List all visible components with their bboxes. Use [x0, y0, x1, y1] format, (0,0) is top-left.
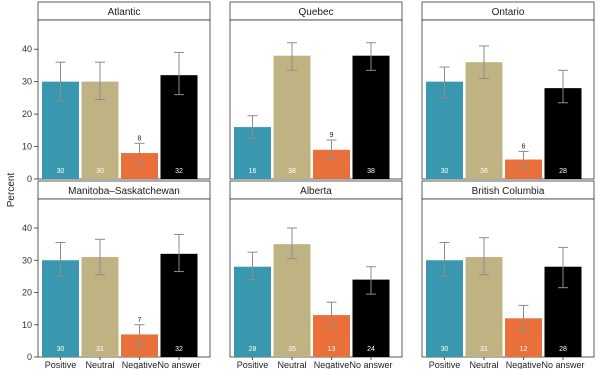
data-label: 13 — [328, 346, 336, 353]
bar-negative — [505, 159, 542, 179]
y-tick-label: 20 — [22, 109, 32, 119]
bar-no-answer — [352, 55, 390, 179]
data-label: 9 — [330, 132, 334, 139]
panel-title: Manitoba–Saskatchewan — [68, 186, 180, 197]
panel-title: Ontario — [492, 7, 525, 18]
data-label: 31 — [480, 346, 488, 353]
data-label: 31 — [96, 346, 104, 353]
data-label: 30 — [57, 168, 65, 175]
data-label: 28 — [559, 346, 567, 353]
panel-1: Quebec 16 38 9 38 — [229, 1, 403, 180]
panel-title: Atlantic — [108, 7, 141, 18]
x-tick-label: Neutral — [469, 360, 498, 369]
data-label: 7 — [138, 317, 142, 324]
x-tick-label: Negative — [314, 360, 350, 369]
data-label: 30 — [441, 168, 449, 175]
panel-3: Manitoba–Saskatchewan 30 Positive 31 Neutral… — [22, 180, 211, 369]
data-label: 30 — [96, 168, 104, 175]
panel-0: Atlantic 30 30 8 32 0 10 20 30 40 — [22, 1, 211, 184]
data-label: 16 — [249, 168, 257, 175]
data-label: 38 — [288, 168, 296, 175]
panel-title: Quebec — [298, 7, 333, 18]
data-label: 8 — [138, 135, 142, 142]
y-axis-label: Percent — [6, 173, 17, 208]
y-tick-label: 40 — [22, 44, 32, 54]
y-tick-label: 10 — [22, 320, 32, 330]
y-tick-label: 10 — [22, 142, 32, 152]
data-label: 32 — [175, 346, 183, 353]
y-tick-label: 20 — [22, 288, 32, 298]
panel-title: British Columbia — [472, 186, 545, 197]
x-tick-label: No answer — [157, 360, 200, 369]
bar-neutral — [273, 55, 311, 179]
data-label: 28 — [249, 346, 257, 353]
data-label: 38 — [367, 168, 375, 175]
bar-no-answer — [544, 88, 582, 179]
panel-grid: Atlantic 30 30 8 32 0 10 20 30 40 Quebec 16 38 9 38 Ont… — [22, 1, 595, 369]
y-tick-label: 0 — [27, 352, 32, 362]
y-tick-label: 30 — [22, 77, 32, 87]
y-tick-label: 0 — [27, 174, 32, 184]
x-tick-label: Neutral — [277, 360, 306, 369]
panel-4: Alberta 28 Positive 35 Neutral 13 Negative 24 No… — [229, 180, 403, 369]
x-tick-label: Negative — [122, 360, 158, 369]
data-label: 24 — [367, 346, 375, 353]
data-label: 32 — [175, 168, 183, 175]
x-tick-label: No answer — [541, 360, 584, 369]
data-label: 30 — [441, 346, 449, 353]
panel-5: British Columbia 30 Positive 31 Neutral 12 Neg… — [421, 180, 595, 369]
panel-2: Ontario 30 36 6 28 — [421, 1, 595, 180]
x-tick-label: Positive — [429, 360, 461, 369]
panel-title: Alberta — [300, 186, 332, 197]
y-tick-label: 30 — [22, 255, 32, 265]
data-label: 36 — [480, 168, 488, 175]
x-tick-label: Negative — [506, 360, 542, 369]
bar-neutral — [465, 62, 503, 180]
data-label: 35 — [288, 346, 296, 353]
x-tick-label: No answer — [349, 360, 392, 369]
x-tick-label: Neutral — [85, 360, 114, 369]
data-label: 30 — [57, 346, 65, 353]
data-label: 12 — [520, 346, 528, 353]
data-label: 6 — [522, 143, 526, 150]
y-tick-label: 40 — [22, 223, 32, 233]
bar-positive — [234, 266, 271, 357]
bar-neutral — [273, 244, 311, 357]
x-tick-label: Positive — [45, 360, 77, 369]
x-tick-label: Positive — [237, 360, 269, 369]
data-label: 28 — [559, 168, 567, 175]
